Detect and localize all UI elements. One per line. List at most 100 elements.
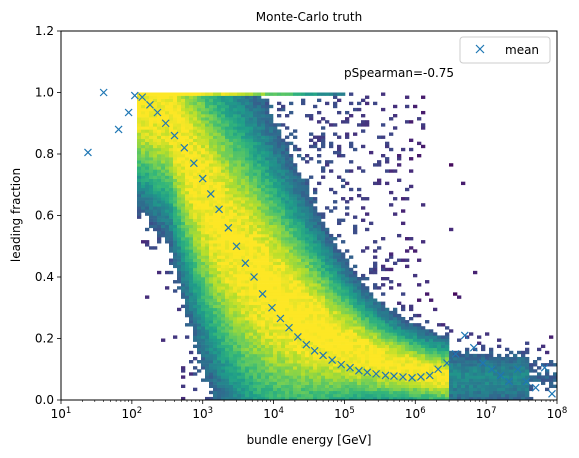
heatmap-cell bbox=[277, 350, 282, 355]
heatmap-cell bbox=[201, 323, 206, 327]
heatmap-cell bbox=[225, 163, 230, 167]
heatmap-cell bbox=[313, 92, 318, 96]
heatmap-cell bbox=[245, 138, 250, 143]
heatmap-cell bbox=[289, 366, 294, 370]
heatmap-cell bbox=[161, 206, 166, 210]
heatmap-cell bbox=[181, 175, 186, 179]
heatmap-cell bbox=[393, 307, 398, 312]
heatmap-cell bbox=[153, 150, 158, 155]
heatmap-cell bbox=[297, 261, 302, 266]
heatmap-cell bbox=[401, 390, 406, 395]
heatmap-cell bbox=[217, 200, 222, 204]
heatmap-cell bbox=[261, 384, 266, 389]
heatmap-cell bbox=[297, 310, 302, 315]
heatmap-cell bbox=[293, 267, 298, 272]
heatmap-cell bbox=[333, 123, 338, 127]
heatmap-cell bbox=[357, 378, 362, 382]
heatmap-cell bbox=[397, 283, 402, 287]
heatmap-cell bbox=[409, 335, 414, 339]
heatmap-cell bbox=[325, 341, 330, 345]
heatmap-cell bbox=[421, 356, 426, 361]
heatmap-cell bbox=[253, 316, 258, 321]
heatmap-cell bbox=[341, 197, 346, 201]
heatmap-cell bbox=[217, 372, 222, 376]
heatmap-cell bbox=[305, 215, 310, 219]
heatmap-cell bbox=[325, 338, 330, 342]
heatmap-cell bbox=[157, 126, 162, 130]
heatmap-cell bbox=[221, 184, 226, 189]
heatmap-cell bbox=[265, 277, 270, 281]
heatmap-cell bbox=[241, 114, 246, 118]
heatmap-cell bbox=[145, 138, 150, 143]
heatmap-cell bbox=[309, 366, 314, 370]
heatmap-cell bbox=[149, 154, 154, 158]
heatmap-cell bbox=[257, 163, 262, 167]
heatmap-cell bbox=[213, 141, 218, 146]
heatmap-cell bbox=[401, 350, 406, 355]
heatmap-cell bbox=[249, 393, 254, 398]
heatmap-cell bbox=[417, 141, 422, 146]
heatmap-cell bbox=[273, 360, 278, 364]
heatmap-cell bbox=[309, 200, 314, 204]
heatmap-cell bbox=[321, 335, 326, 339]
heatmap-cell bbox=[297, 270, 302, 275]
heatmap-cell bbox=[289, 304, 294, 309]
heatmap-cell bbox=[333, 295, 338, 299]
heatmap-cell bbox=[269, 120, 274, 124]
heatmap-cell bbox=[341, 264, 346, 269]
heatmap-cell bbox=[189, 304, 194, 309]
heatmap-cell bbox=[257, 200, 262, 204]
heatmap-cell bbox=[241, 273, 246, 278]
heatmap-cell bbox=[345, 372, 350, 376]
heatmap-cell bbox=[141, 107, 146, 112]
heatmap-cell bbox=[253, 224, 258, 229]
heatmap-cell bbox=[209, 277, 214, 281]
heatmap-cell bbox=[381, 381, 386, 385]
heatmap-cell bbox=[321, 289, 326, 293]
heatmap-cell bbox=[233, 218, 238, 222]
heatmap-cell bbox=[305, 221, 310, 226]
heatmap-cell bbox=[377, 344, 382, 349]
heatmap-cell bbox=[193, 298, 198, 302]
heatmap-cell bbox=[185, 144, 190, 149]
heatmap-cell bbox=[269, 396, 274, 401]
heatmap-cell bbox=[361, 390, 366, 395]
heatmap-cell bbox=[157, 150, 162, 155]
heatmap-cell bbox=[401, 292, 406, 296]
heatmap-cell bbox=[193, 237, 198, 241]
heatmap-cell bbox=[361, 347, 366, 352]
heatmap-cell bbox=[269, 138, 274, 143]
heatmap-cell bbox=[209, 212, 214, 216]
heatmap-cell bbox=[293, 378, 298, 382]
heatmap-cell bbox=[241, 92, 246, 96]
heatmap-cell bbox=[209, 295, 214, 299]
heatmap-cell bbox=[149, 206, 154, 210]
heatmap-cell bbox=[369, 295, 374, 299]
heatmap-cell bbox=[297, 360, 302, 364]
heatmap-cell bbox=[273, 295, 278, 299]
heatmap-cell bbox=[193, 310, 198, 315]
heatmap-cell bbox=[245, 375, 250, 379]
heatmap-cell bbox=[153, 200, 158, 204]
heatmap-cell bbox=[233, 181, 238, 186]
heatmap-cell bbox=[145, 193, 150, 198]
heatmap-cell bbox=[149, 197, 154, 201]
heatmap-cell bbox=[389, 190, 394, 195]
heatmap-cell bbox=[197, 104, 202, 109]
heatmap-cell bbox=[333, 304, 338, 309]
heatmap-cell bbox=[193, 270, 198, 275]
heatmap-cell bbox=[161, 184, 166, 189]
heatmap-cell bbox=[193, 190, 198, 195]
heatmap-cell bbox=[233, 347, 238, 352]
heatmap-cell bbox=[233, 184, 238, 189]
heatmap-cell bbox=[385, 396, 390, 401]
heatmap-cell bbox=[333, 332, 338, 336]
heatmap-cell bbox=[437, 363, 442, 367]
heatmap-cell bbox=[233, 107, 238, 112]
heatmap-cell bbox=[297, 304, 302, 309]
heatmap-cell bbox=[397, 316, 402, 321]
heatmap-cell bbox=[189, 175, 194, 179]
heatmap-cell bbox=[229, 221, 234, 226]
heatmap-cell bbox=[317, 332, 322, 336]
heatmap-cell bbox=[141, 200, 146, 204]
